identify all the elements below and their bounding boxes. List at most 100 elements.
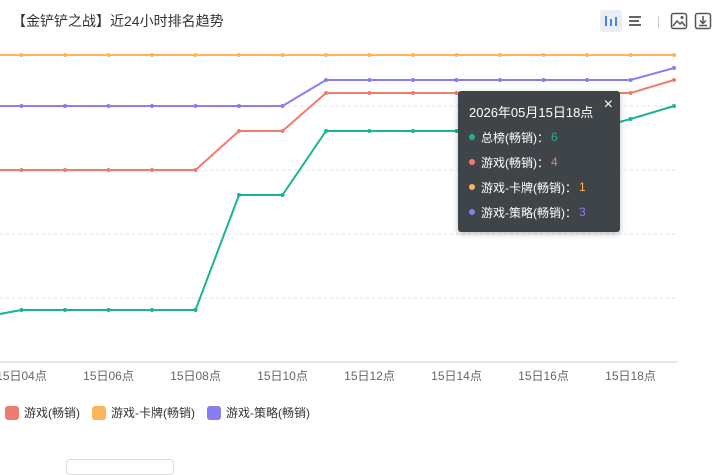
list-icon[interactable] <box>624 10 646 32</box>
data-point[interactable] <box>628 117 633 121</box>
x-tick-label: 15日08点 <box>170 369 221 383</box>
data-point[interactable] <box>106 168 111 172</box>
close-icon[interactable]: × <box>603 96 613 113</box>
x-tick-label: 15日14点 <box>431 369 482 383</box>
x-tick-label: 15日06点 <box>83 369 134 383</box>
legend-item[interactable]: 游戏(畅销) <box>5 404 80 421</box>
data-point[interactable] <box>672 66 676 70</box>
data-point[interactable] <box>150 308 154 312</box>
series-dot-icon <box>469 209 475 215</box>
x-tick-label: 15日04点 <box>0 369 47 383</box>
chart-title: 【金铲铲之战】近24小时排名趋势 <box>12 13 224 29</box>
data-point[interactable] <box>280 193 285 197</box>
data-point[interactable] <box>63 53 67 57</box>
data-point[interactable] <box>19 53 24 57</box>
legend-swatch <box>92 405 106 420</box>
x-tick-label: 15日10点 <box>257 369 308 383</box>
data-point[interactable] <box>672 104 676 108</box>
data-point[interactable] <box>63 308 67 312</box>
data-point[interactable] <box>324 91 328 95</box>
data-point[interactable] <box>628 91 633 95</box>
tooltip-series-value: 3 <box>579 205 586 219</box>
data-point[interactable] <box>367 91 372 95</box>
data-point[interactable] <box>106 104 111 108</box>
data-point[interactable] <box>280 53 285 57</box>
data-point[interactable] <box>280 104 285 108</box>
data-point[interactable] <box>367 78 372 82</box>
tooltip-series-value: 6 <box>551 130 558 144</box>
data-point[interactable] <box>411 129 415 133</box>
download-icon[interactable] <box>692 10 714 32</box>
legend-label: 游戏-策略(畅销) <box>226 406 310 420</box>
data-point[interactable] <box>367 53 372 57</box>
data-point[interactable] <box>324 129 328 133</box>
series-dot-icon <box>469 134 475 140</box>
data-point[interactable] <box>237 104 241 108</box>
data-point[interactable] <box>628 53 633 57</box>
tooltip-series-value: 1 <box>579 180 586 194</box>
tooltip-series-name: 游戏-卡牌(畅销)： <box>481 180 577 195</box>
data-point[interactable] <box>411 53 415 57</box>
data-point[interactable] <box>585 53 589 57</box>
legend-label: 游戏(畅销) <box>24 406 80 420</box>
tooltip-row: 游戏(畅销)： 4 <box>469 154 558 170</box>
data-point[interactable] <box>454 129 459 133</box>
tooltip-title: 2026年05月15日18点 <box>469 105 594 120</box>
x-axis: 15日04点 15日06点 15日08点 15日10点 15日12点 15日14点 15日1… <box>0 361 678 383</box>
legend-swatch <box>5 405 19 420</box>
legend-label: 游戏-卡牌(畅销) <box>111 406 195 420</box>
data-point[interactable] <box>280 129 285 133</box>
data-point[interactable] <box>541 78 546 82</box>
bottom-control[interactable] <box>66 459 174 475</box>
x-tick-label: 15日18点 <box>605 369 656 383</box>
data-point[interactable] <box>454 53 459 57</box>
toolbar-divider <box>658 16 659 28</box>
image-icon[interactable] <box>668 10 690 32</box>
data-point[interactable] <box>237 129 241 133</box>
tooltip-series-name: 游戏(畅销)： <box>481 155 549 170</box>
data-point[interactable] <box>150 104 154 108</box>
data-point[interactable] <box>672 53 676 57</box>
tooltip-series-value: 4 <box>551 155 558 169</box>
x-tick-label: 15日16点 <box>518 369 569 383</box>
data-point[interactable] <box>411 78 415 82</box>
chart-toolbar <box>600 10 712 34</box>
data-point[interactable] <box>237 53 241 57</box>
tooltip-row: 游戏-卡牌(畅销)： 1 <box>469 179 586 195</box>
data-point[interactable] <box>193 104 198 108</box>
data-point[interactable] <box>150 53 154 57</box>
data-point[interactable] <box>585 78 589 82</box>
x-tick-label: 15日12点 <box>344 369 395 383</box>
series-dot-icon <box>469 159 475 165</box>
data-point[interactable] <box>324 78 328 82</box>
data-point[interactable] <box>498 53 502 57</box>
data-point[interactable] <box>411 91 415 95</box>
data-point[interactable] <box>106 308 111 312</box>
tooltip-row: 游戏-策略(畅销)： 3 <box>469 204 586 220</box>
data-point[interactable] <box>150 168 154 172</box>
data-point[interactable] <box>672 78 676 82</box>
data-point[interactable] <box>19 168 24 172</box>
data-point[interactable] <box>541 53 546 57</box>
data-point[interactable] <box>63 104 67 108</box>
legend-item[interactable]: 游戏-策略(畅销) <box>207 404 310 421</box>
tooltip-series-name: 游戏-策略(畅销)： <box>481 205 577 220</box>
data-point[interactable] <box>193 168 198 172</box>
data-point[interactable] <box>237 193 241 197</box>
legend-item[interactable]: 游戏-卡牌(畅销) <box>92 404 195 421</box>
data-point[interactable] <box>324 53 328 57</box>
data-point[interactable] <box>367 129 372 133</box>
data-point[interactable] <box>193 53 198 57</box>
data-point[interactable] <box>19 104 24 108</box>
data-point[interactable] <box>454 78 459 82</box>
data-point[interactable] <box>63 168 67 172</box>
chart-tooltip: 2026年05月15日18点 × 总榜(畅销)： 6 游戏(畅销)： 4 游戏-… <box>458 91 620 232</box>
bar-chart-icon[interactable] <box>600 10 622 32</box>
data-point[interactable] <box>193 308 198 312</box>
data-point[interactable] <box>628 78 633 82</box>
data-point[interactable] <box>106 53 111 57</box>
data-point[interactable] <box>19 308 24 312</box>
tooltip-series-name: 总榜(畅销)： <box>481 130 549 145</box>
data-point[interactable] <box>454 91 459 95</box>
data-point[interactable] <box>498 78 502 82</box>
